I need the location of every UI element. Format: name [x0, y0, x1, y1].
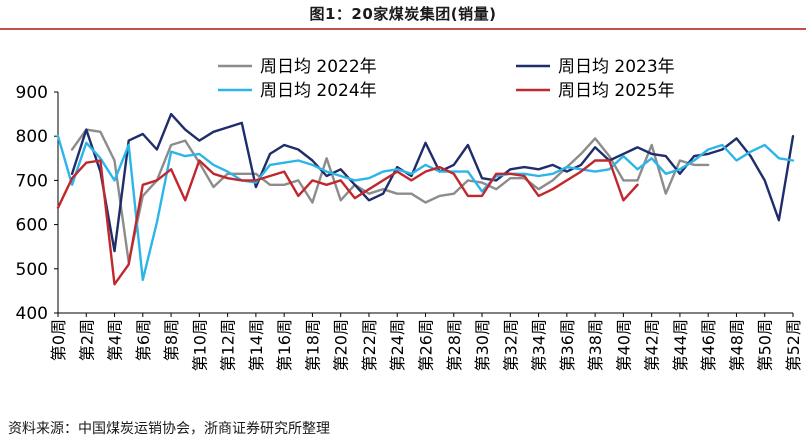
- y-tick-label: 600: [16, 216, 48, 236]
- series-line-3: [56, 159, 639, 286]
- axes: 400 500 600 700 800 900 第0周 第2周 第4周 第6周 第8周 第10周 第12…: [16, 83, 803, 371]
- x-tick-label: 第18周: [303, 319, 322, 371]
- chart-title: 图1：20家煤炭集团(销量): [309, 5, 497, 23]
- source-note: 资料来源：中国煤炭运销协会，浙商证券研究所整理: [8, 421, 330, 437]
- x-tick-label: 第24周: [388, 319, 407, 371]
- legend-label-2: 周日均 2024年: [260, 81, 377, 101]
- x-tick-label: 第14周: [247, 319, 266, 371]
- x-tick-label: 第12周: [219, 319, 238, 371]
- x-tick-label: 第0周: [49, 319, 68, 361]
- x-tick-label: 第38周: [586, 319, 605, 371]
- series-line-0: [70, 128, 710, 264]
- x-tick-label: 第46周: [699, 319, 718, 371]
- legend-label-0: 周日均 2022年: [260, 57, 377, 77]
- legend-label-1: 周日均 2023年: [558, 57, 675, 77]
- x-tick-label: 第6周: [134, 319, 153, 361]
- x-tick-label: 第16周: [275, 319, 294, 371]
- title-divider: [0, 28, 806, 30]
- series-line-2: [56, 134, 795, 282]
- x-tick-label: 第32周: [501, 319, 520, 371]
- x-tick-label: 第42周: [643, 319, 662, 371]
- y-tick-label: 500: [16, 260, 48, 280]
- x-tick-label: 第10周: [190, 319, 209, 371]
- series-line-1: [70, 112, 795, 253]
- x-tick-label: 第34周: [530, 319, 549, 371]
- y-tick-label: 900: [16, 83, 48, 103]
- x-tick-label: 第48周: [727, 319, 746, 371]
- x-tick-label: 第22周: [360, 319, 379, 371]
- x-tick-label: 第30周: [473, 319, 492, 371]
- x-tick-label: 第26周: [417, 319, 436, 371]
- y-tick-label: 800: [16, 127, 48, 147]
- line-chart: 400 500 600 700 800 900 第0周 第2周 第4周 第6周 第8周 第10周 第12…: [16, 57, 803, 371]
- x-tick-label: 第40周: [614, 319, 633, 371]
- x-tick-label: 第2周: [77, 319, 96, 361]
- y-tick-label: 400: [16, 304, 48, 324]
- x-tick-label: 第36周: [558, 319, 577, 371]
- x-tick-label: 第52周: [784, 319, 803, 371]
- x-tick-label: 第4周: [106, 319, 125, 361]
- y-tick-label: 700: [16, 171, 48, 191]
- legend-label-3: 周日均 2025年: [558, 81, 675, 101]
- x-tick-label: 第50周: [756, 319, 775, 371]
- x-tick-label: 第28周: [445, 319, 464, 371]
- x-tick-label: 第44周: [671, 319, 690, 371]
- x-tick-label: 第20周: [332, 319, 351, 371]
- x-tick-label: 第8周: [162, 319, 181, 361]
- series-group: [56, 112, 795, 286]
